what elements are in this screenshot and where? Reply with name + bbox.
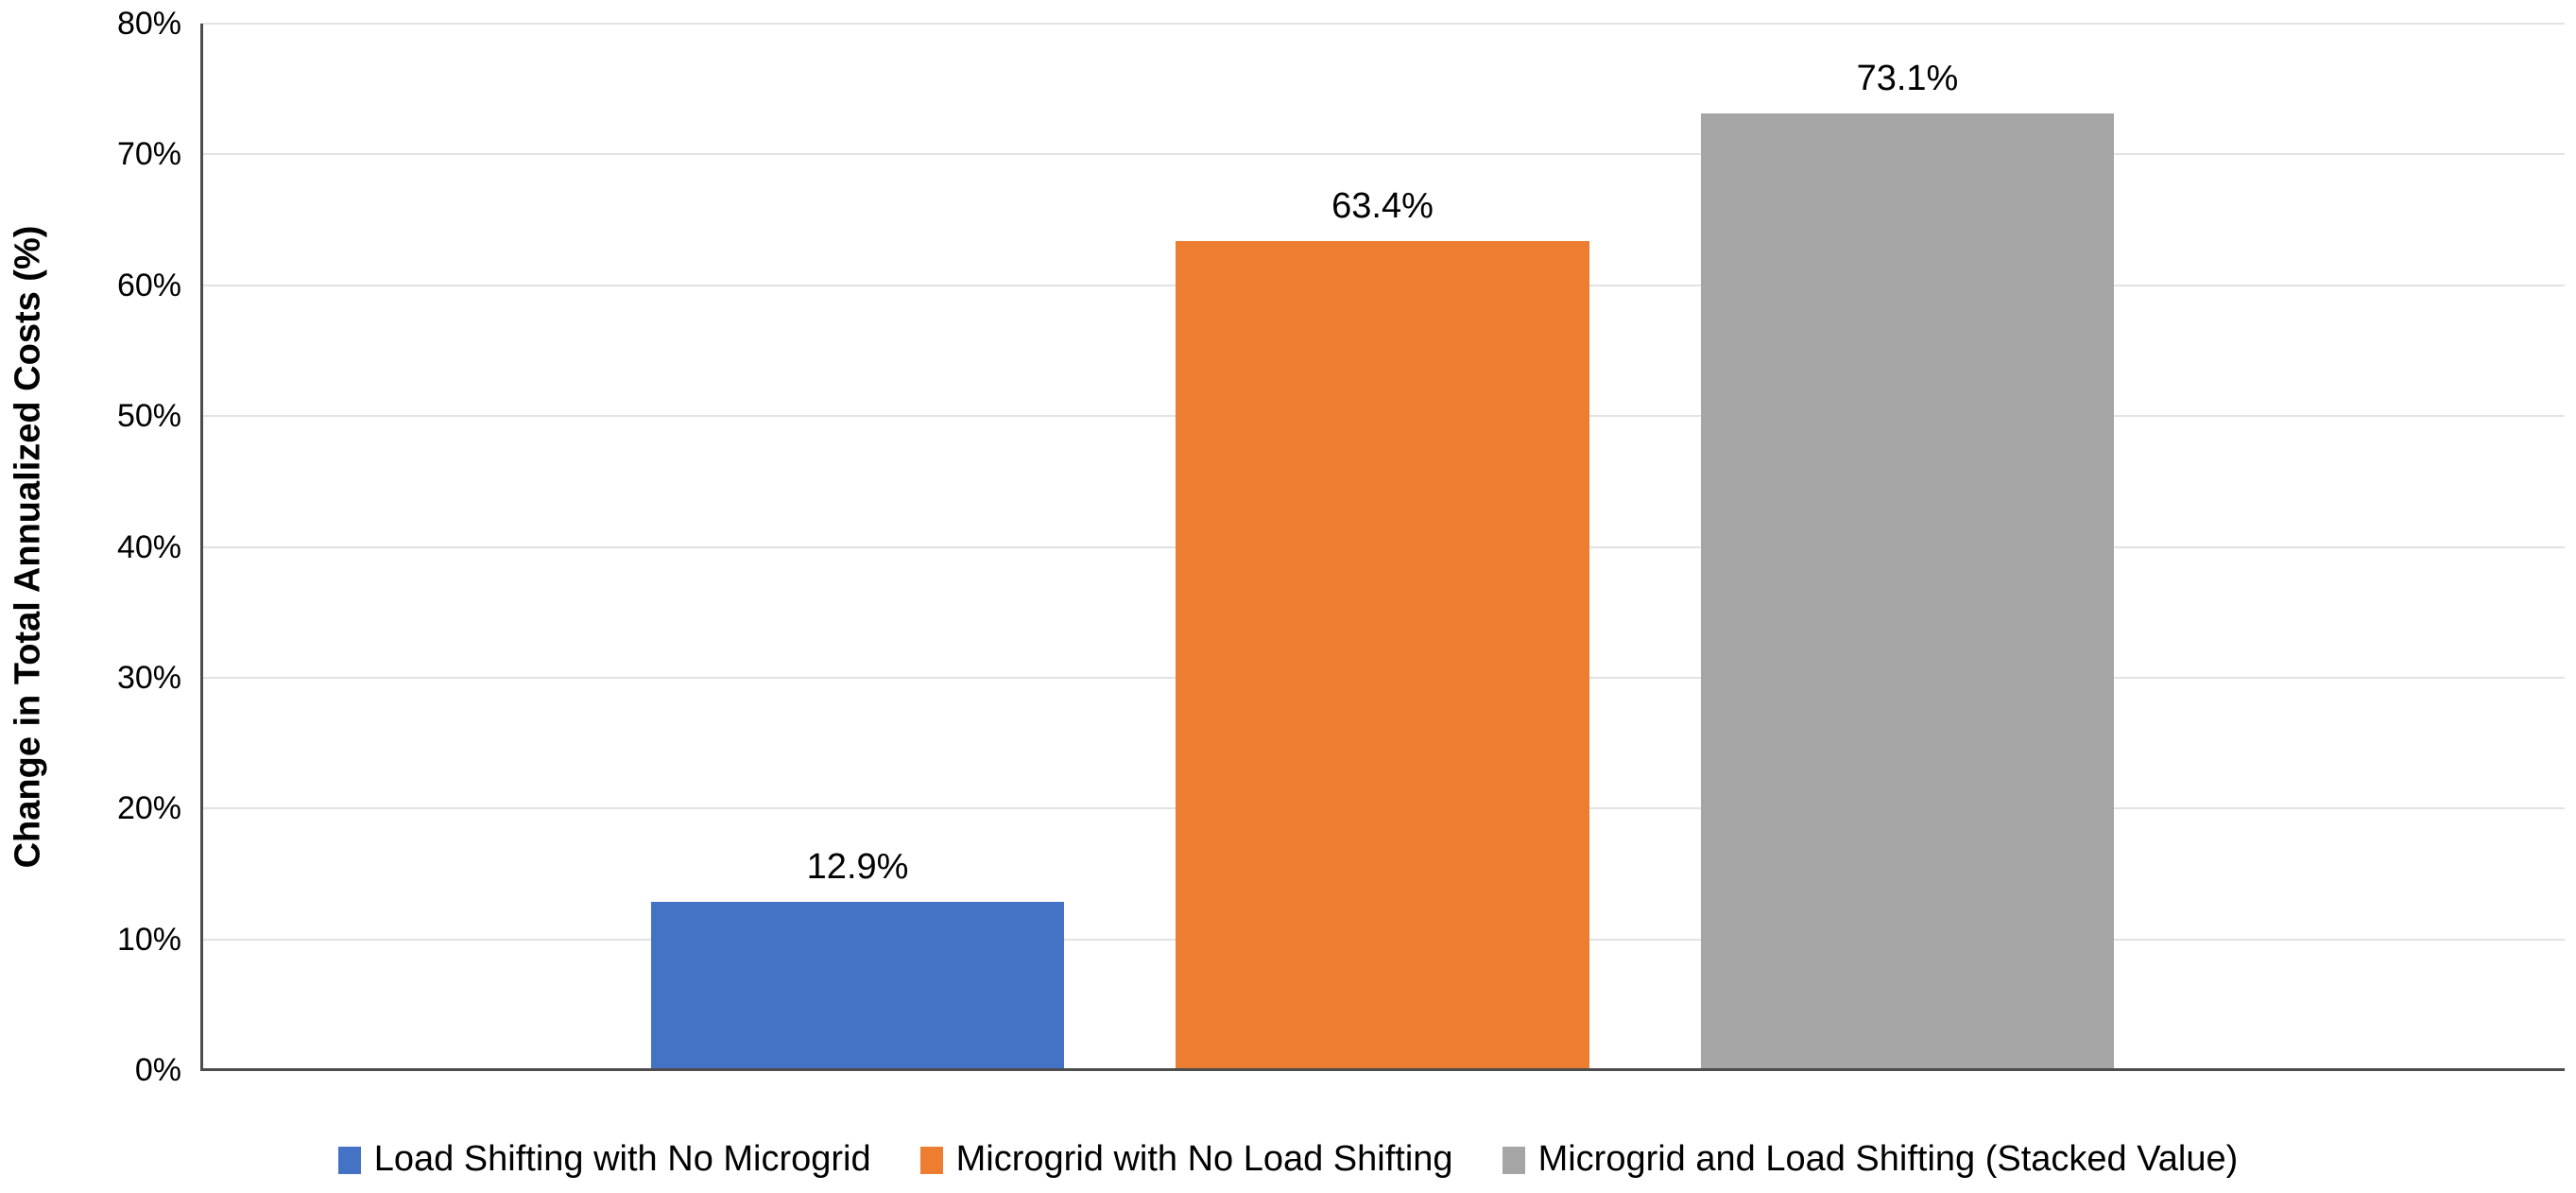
y-tick-label: 0%: [134, 1052, 181, 1088]
y-tick-label: 40%: [116, 528, 181, 565]
gridline: [200, 153, 2565, 156]
y-tick-label: 10%: [116, 921, 181, 958]
y-tick-label: 70%: [116, 136, 181, 173]
legend-marker-icon: [1502, 1146, 1525, 1174]
plot-area: 12.9% 63.4% 73.1%: [200, 23, 2565, 1071]
legend-item: Load Shifting with No Microgrid: [337, 1139, 871, 1180]
y-tick-label: 30%: [116, 659, 181, 696]
x-axis-line: [200, 1068, 2565, 1071]
bar-value-label: 63.4%: [1331, 185, 1434, 226]
legend-item: Microgrid and Load Shifting (Stacked Val…: [1502, 1139, 2239, 1180]
legend-marker-icon: [919, 1146, 943, 1174]
bar-value-label: 73.1%: [1856, 59, 1959, 99]
bar: [1176, 240, 1589, 1070]
legend-label: Microgrid with No Load Shifting: [955, 1139, 1453, 1180]
y-axis-line: [200, 24, 203, 1070]
legend-item: Microgrid with No Load Shifting: [919, 1139, 1453, 1180]
bar-value-label: 12.9%: [806, 846, 909, 887]
y-tick-label: 80%: [116, 6, 181, 42]
gridline: [200, 23, 2565, 25]
y-tick-label: 20%: [116, 790, 181, 827]
legend-label: Microgrid and Load Shifting (Stacked Val…: [1537, 1139, 2239, 1180]
legend-marker-icon: [337, 1146, 361, 1174]
bar: [1700, 113, 2115, 1070]
bar: [650, 901, 1065, 1070]
y-tick-label: 50%: [116, 398, 181, 435]
y-axis-ticks: 0% 10% 20% 30% 40% 50% 60% 70% 80%: [0, 8, 181, 1086]
legend: Load Shifting with No Microgrid Microgrid…: [0, 1139, 2576, 1180]
legend-label: Load Shifting with No Microgrid: [373, 1139, 871, 1180]
y-tick-label: 60%: [116, 267, 181, 303]
